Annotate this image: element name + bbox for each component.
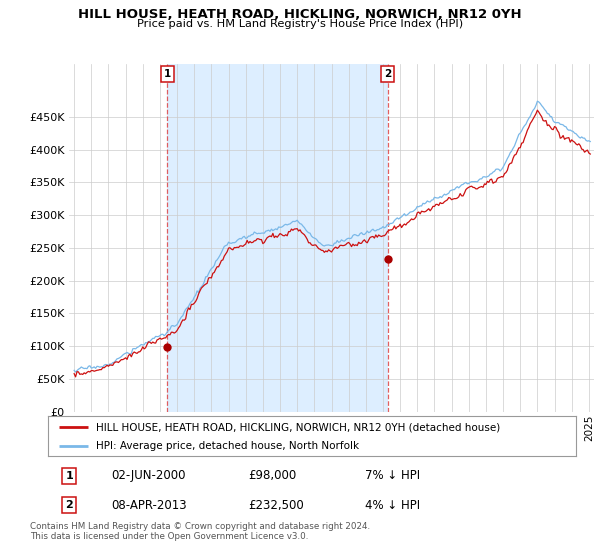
Text: 2: 2 (384, 69, 391, 79)
Text: HPI: Average price, detached house, North Norfolk: HPI: Average price, detached house, Nort… (95, 441, 359, 451)
Text: HILL HOUSE, HEATH ROAD, HICKLING, NORWICH, NR12 0YH: HILL HOUSE, HEATH ROAD, HICKLING, NORWIC… (78, 8, 522, 21)
Text: 08-APR-2013: 08-APR-2013 (112, 498, 187, 512)
Text: £98,000: £98,000 (248, 469, 297, 482)
Text: Price paid vs. HM Land Registry's House Price Index (HPI): Price paid vs. HM Land Registry's House … (137, 19, 463, 29)
Bar (167, 64, 388, 412)
Text: 1: 1 (164, 69, 171, 79)
Text: Contains HM Land Registry data © Crown copyright and database right 2024.
This d: Contains HM Land Registry data © Crown c… (30, 522, 370, 542)
Text: 4% ↓ HPI: 4% ↓ HPI (365, 498, 420, 512)
Text: 7% ↓ HPI: 7% ↓ HPI (365, 469, 420, 482)
Text: 02-JUN-2000: 02-JUN-2000 (112, 469, 186, 482)
Text: £232,500: £232,500 (248, 498, 304, 512)
Text: 2: 2 (65, 500, 73, 510)
Text: 1: 1 (65, 470, 73, 480)
Text: HILL HOUSE, HEATH ROAD, HICKLING, NORWICH, NR12 0YH (detached house): HILL HOUSE, HEATH ROAD, HICKLING, NORWIC… (95, 422, 500, 432)
